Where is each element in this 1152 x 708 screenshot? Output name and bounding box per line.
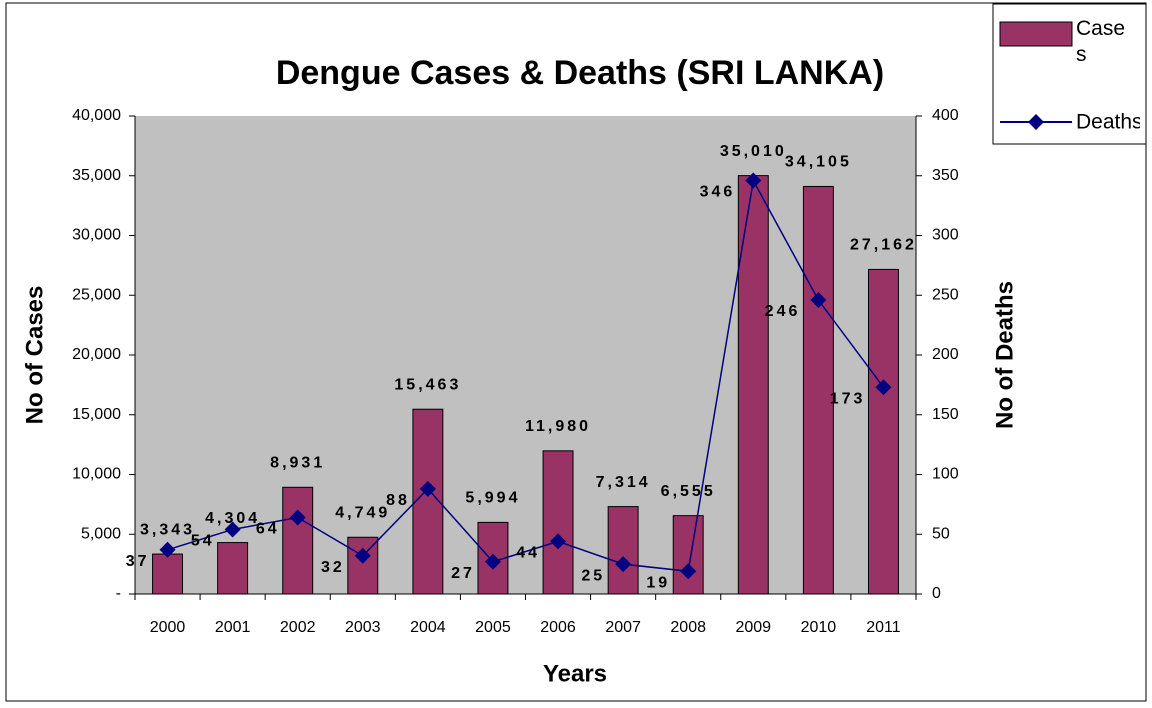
legend-label: Deaths — [1076, 111, 1143, 134]
marker — [680, 563, 697, 580]
data-label: 34,105 — [785, 154, 852, 171]
data-label: 6,555 — [661, 483, 716, 500]
bar — [867, 268, 899, 595]
marker — [875, 379, 892, 396]
data-label: 3,343 — [140, 521, 195, 538]
y-tick-label: - — [116, 585, 121, 602]
bar — [217, 542, 249, 595]
y2-tick-label: 200 — [932, 346, 959, 363]
y2-tick-label: 100 — [932, 466, 959, 483]
y2-tick-label: 400 — [932, 107, 959, 124]
data-label: 15,463 — [394, 376, 461, 393]
line — [167, 178, 885, 573]
data-label: 4,304 — [205, 510, 260, 527]
data-label: 35,010 — [720, 143, 787, 160]
marker — [810, 292, 827, 309]
marker — [224, 521, 241, 538]
bar — [152, 553, 184, 595]
y-tick-label: 5,000 — [81, 525, 121, 542]
bar — [737, 175, 769, 595]
y2-tick-label: 0 — [932, 585, 941, 602]
data-label: 5,994 — [465, 490, 520, 507]
bar — [672, 515, 704, 595]
data-label: 8,931 — [270, 454, 325, 471]
data-label: 37 — [126, 553, 150, 570]
data-label: 54 — [191, 533, 215, 550]
marker — [289, 509, 306, 526]
marker — [159, 541, 176, 558]
data-label: 32 — [321, 559, 345, 576]
x-tick-label: 2000 — [150, 619, 186, 636]
data-label: 346 — [700, 184, 736, 201]
marker — [550, 533, 567, 550]
data-label: 246 — [765, 303, 801, 320]
y-tick-label: 35,000 — [72, 167, 121, 184]
marker — [484, 553, 501, 570]
x-tick-label: 2002 — [280, 619, 316, 636]
bar — [607, 506, 639, 595]
y2-axis-title: No of Deaths — [991, 281, 1018, 429]
bar — [542, 450, 574, 595]
y-tick-label: 30,000 — [72, 227, 121, 244]
marker — [354, 547, 371, 564]
x-tick-label: 2003 — [345, 619, 381, 636]
chart-title: Dengue Cases & Deaths (SRI LANKA) — [276, 54, 884, 92]
data-label: 19 — [646, 575, 670, 592]
data-label: 44 — [516, 545, 540, 562]
y-axis-title: No of Cases — [21, 286, 48, 425]
data-label: 25 — [581, 567, 605, 584]
plot-area — [135, 116, 916, 594]
legend-swatch — [999, 21, 1073, 47]
y2-tick-label: 150 — [932, 406, 959, 423]
x-axis-title: Years — [543, 660, 607, 687]
data-label: 11,980 — [525, 418, 591, 435]
y-tick-label: 25,000 — [72, 286, 121, 303]
data-label: 64 — [256, 521, 280, 538]
bar — [347, 536, 379, 595]
x-tick-label: 2009 — [735, 619, 771, 636]
data-label: 88 — [386, 492, 410, 509]
legend-marker — [1028, 114, 1044, 130]
y2-tick-label: 350 — [932, 167, 959, 184]
marker — [419, 480, 436, 497]
y2-tick-label: 250 — [932, 286, 959, 303]
data-label: 27,162 — [850, 237, 917, 254]
marker — [745, 172, 762, 189]
data-label: 7,314 — [596, 474, 651, 491]
x-tick-label: 2004 — [410, 619, 446, 636]
marker — [615, 556, 632, 573]
x-tick-label: 2006 — [540, 619, 576, 636]
legend-entry: Cases — [1076, 17, 1126, 66]
legend-label: Cases — [1076, 17, 1126, 66]
x-tick-label: 2011 — [866, 619, 901, 636]
bar — [282, 486, 314, 595]
x-tick-label: 2010 — [801, 619, 837, 636]
x-tick-label: 2007 — [605, 619, 641, 636]
x-tick-label: 2005 — [475, 619, 511, 636]
y-tick-label: 15,000 — [72, 406, 121, 423]
data-label: 27 — [451, 565, 475, 582]
bar — [802, 185, 834, 595]
bar — [412, 408, 444, 595]
data-label: 4,749 — [335, 504, 390, 521]
y-tick-label: 40,000 — [72, 107, 121, 124]
y2-tick-label: 50 — [932, 525, 950, 542]
data-label: 173 — [830, 390, 866, 407]
y2-tick-label: 300 — [932, 227, 959, 244]
x-tick-label: 2008 — [670, 619, 706, 636]
x-tick-label: 2001 — [215, 619, 251, 636]
y-tick-label: 20,000 — [72, 346, 121, 363]
y-tick-label: 10,000 — [72, 466, 121, 483]
